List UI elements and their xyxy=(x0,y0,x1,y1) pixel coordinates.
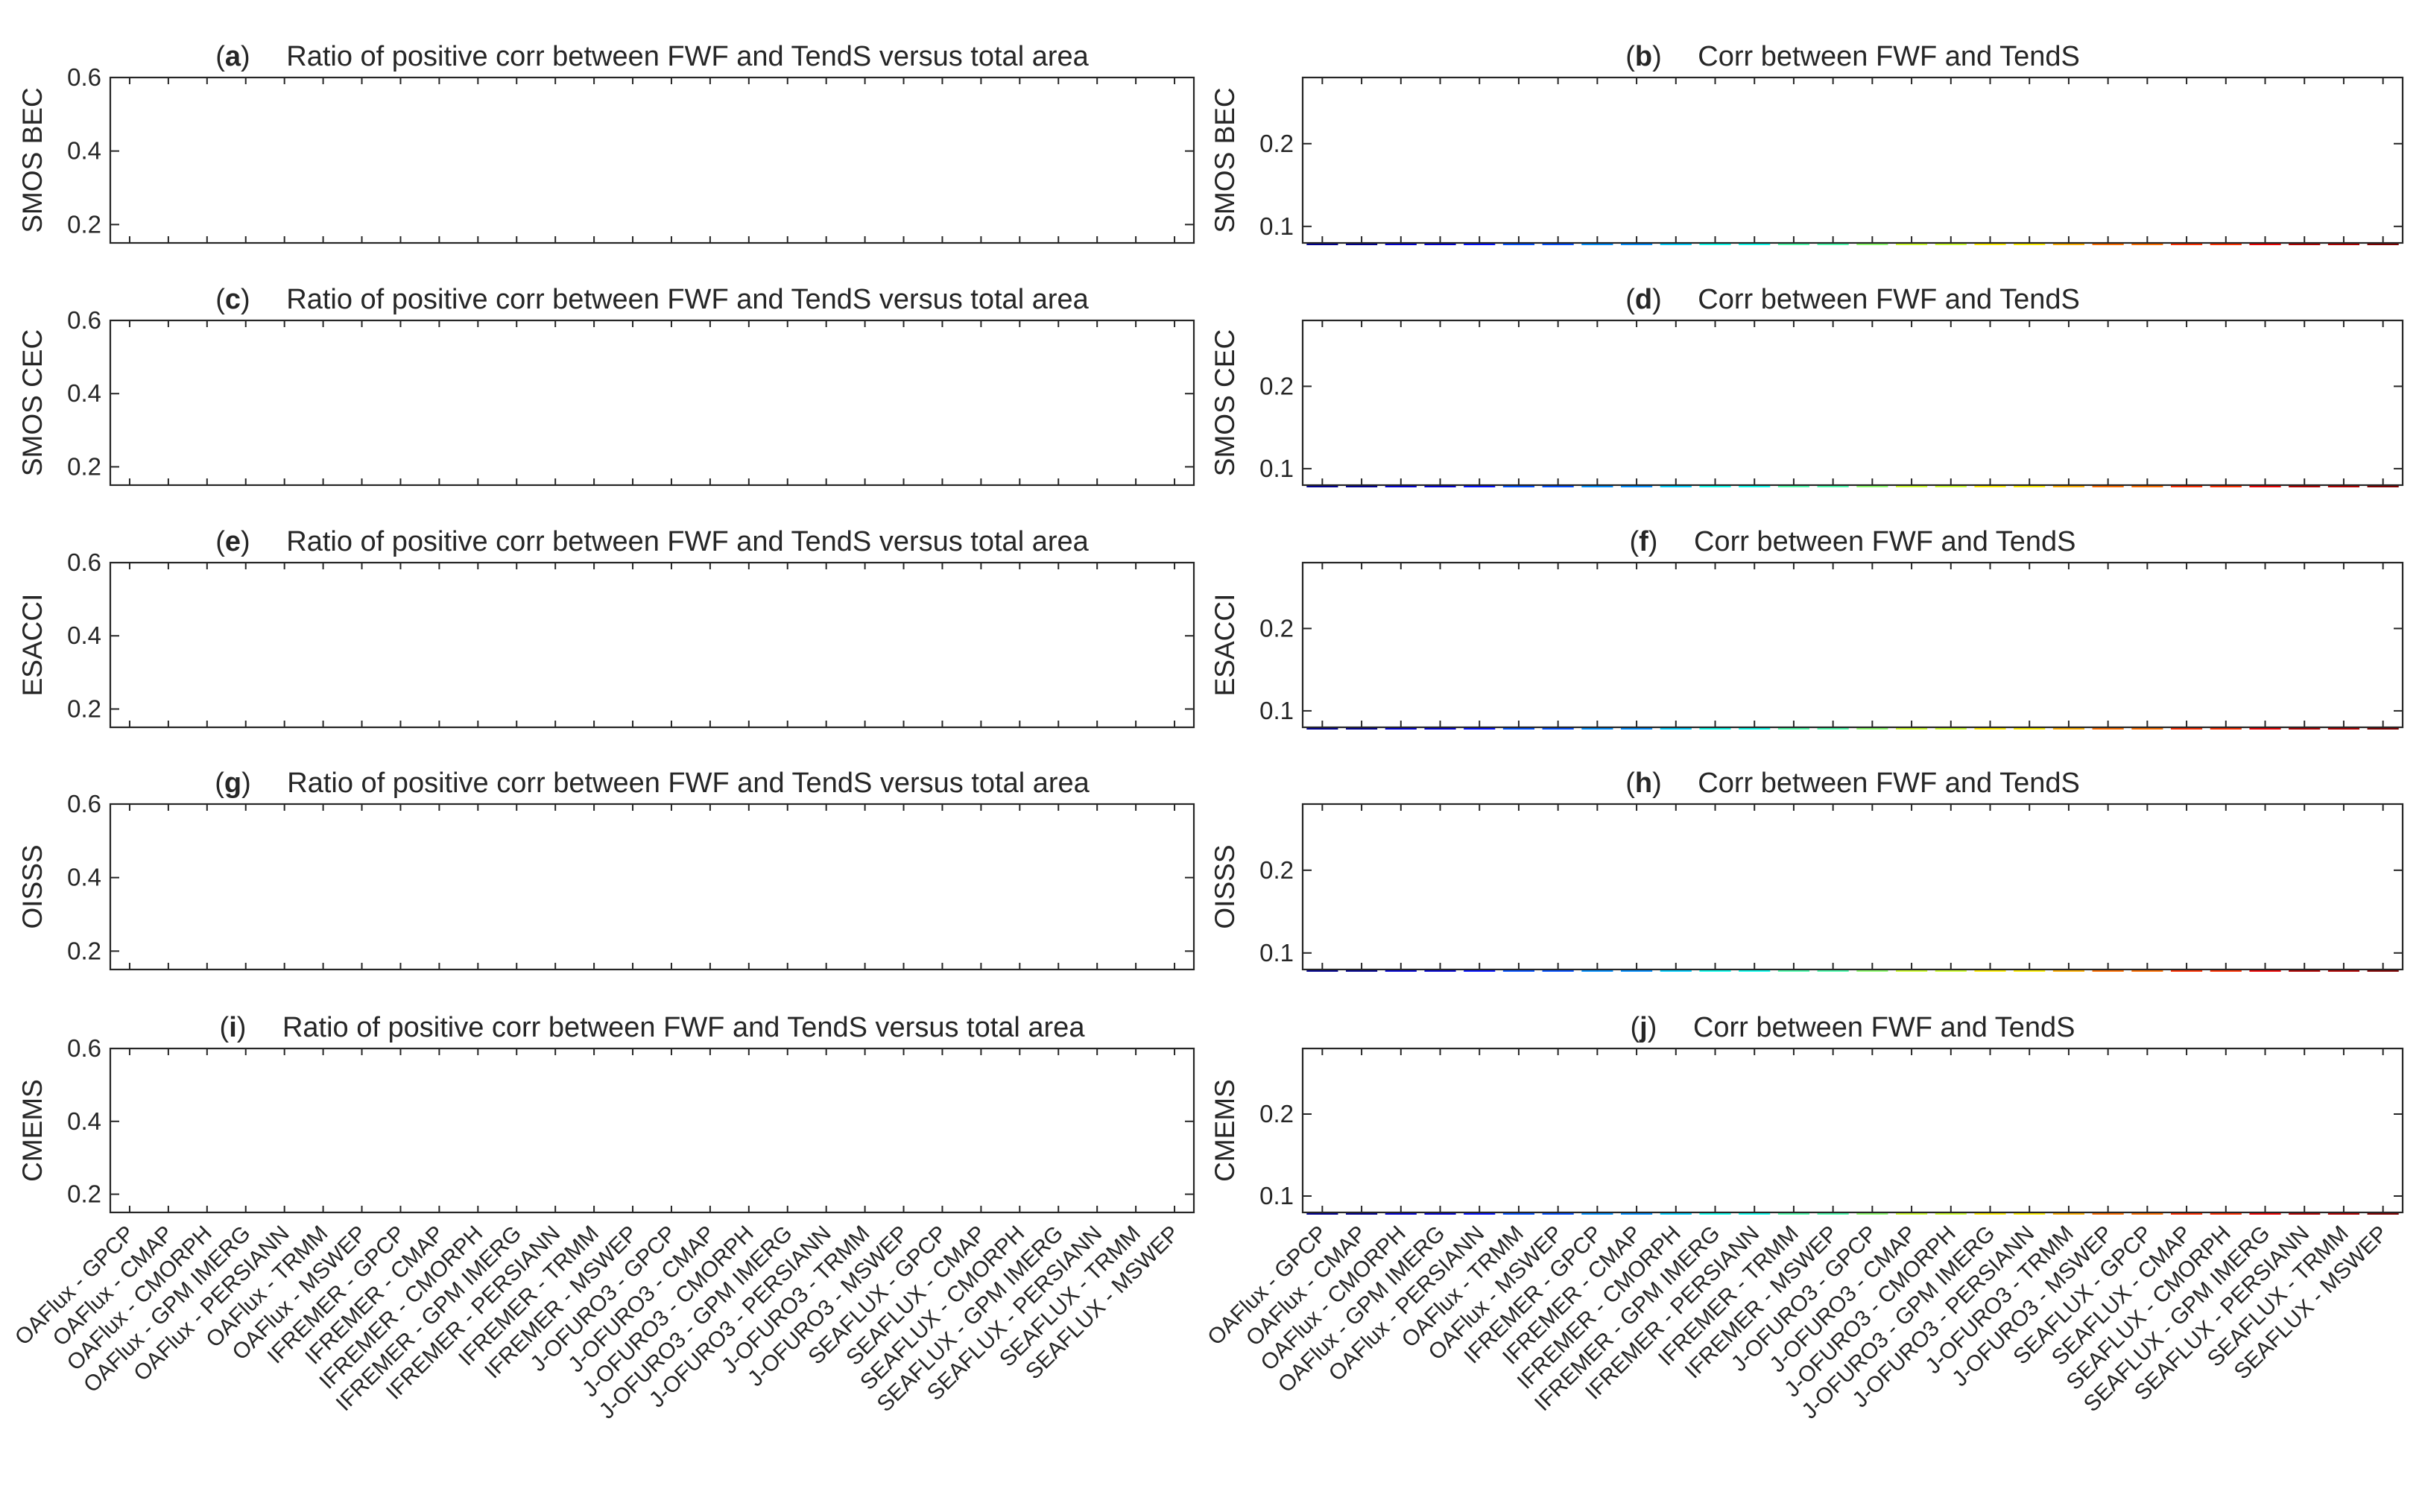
axes-frame xyxy=(1301,76,2404,244)
panel-a: OAFlux - GPCP: 0.256OAFlux - CMAP: 0.296… xyxy=(17,41,1195,244)
axes-frame xyxy=(109,319,1195,487)
y-tick-label: 0.6 xyxy=(67,63,101,91)
y-tick-label: 0.2 xyxy=(67,210,101,238)
y-tick-label: 0.2 xyxy=(67,695,101,722)
y-tick-label: 0.6 xyxy=(67,790,101,817)
y-tick-label: 0.4 xyxy=(67,1107,101,1135)
panel-title: (a) Ratio of positive corr between FWF a… xyxy=(215,41,1089,72)
axes-frame xyxy=(109,803,1195,971)
panel-i: OAFlux - GPCP: 0.482OAFlux - CMAP: 0.53O… xyxy=(10,1012,1195,1424)
y-axis-label: OISSS xyxy=(17,844,48,929)
panel-title: (g) Ratio of positive corr between FWF a… xyxy=(215,768,1090,799)
panel-title: (e) Ratio of positive corr between FWF a… xyxy=(215,526,1089,557)
panel-d: OAFlux - GPCP: 0.137OAFlux - CMAP: 0.151… xyxy=(1210,284,2404,488)
panel-g: OAFlux - GPCP: 0.532OAFlux - CMAP: 0.578… xyxy=(17,768,1195,971)
axes-frame xyxy=(109,76,1195,244)
panel-f: OAFlux - GPCP: 0.2OAFlux - CMAP: 0.212OA… xyxy=(1210,526,2404,730)
axes-frame xyxy=(109,561,1195,729)
axes-frame xyxy=(1301,561,2404,729)
y-axis-label: SMOS CEC xyxy=(17,329,48,476)
y-tick-label: 0.2 xyxy=(67,937,101,964)
y-tick-label: 0.4 xyxy=(67,621,101,649)
panel-e: OAFlux - GPCP: 0.45OAFlux - CMAP: 0.485O… xyxy=(17,526,1195,729)
y-tick-label: 0.6 xyxy=(67,548,101,576)
axes-frame xyxy=(1301,319,2404,487)
panel-title: (i) Ratio of positive corr between FWF a… xyxy=(220,1012,1086,1043)
y-tick-label: 0.1 xyxy=(1259,455,1294,482)
panel-title: (j) Corr between FWF and TendS xyxy=(1631,1012,2075,1043)
y-tick-label: 0.2 xyxy=(1259,1100,1294,1127)
y-tick-label: 0.4 xyxy=(67,864,101,891)
y-tick-label: 0.2 xyxy=(1259,372,1294,399)
y-axis-label: OISSS xyxy=(1210,844,1240,929)
y-axis-label: CMEMS xyxy=(17,1079,48,1182)
y-tick-label: 0.1 xyxy=(1259,1182,1294,1209)
panel-c: OAFlux - GPCP: 0.296OAFlux - CMAP: 0.333… xyxy=(17,284,1195,487)
y-axis-label: CMEMS xyxy=(1210,1079,1240,1182)
axes-frame xyxy=(1301,803,2404,971)
y-axis-label: SMOS BEC xyxy=(1210,87,1240,233)
y-tick-label: 0.1 xyxy=(1259,697,1294,724)
y-tick-label: 0.2 xyxy=(67,452,101,480)
y-axis-label: ESACCI xyxy=(17,594,48,697)
panel-title: (c) Ratio of positive corr between FWF a… xyxy=(215,284,1089,315)
y-tick-label: 0.2 xyxy=(1259,856,1294,884)
y-tick-label: 0.1 xyxy=(1259,939,1294,967)
y-axis-label: SMOS BEC xyxy=(17,87,48,233)
axes-frame xyxy=(109,1047,1195,1214)
panel-b: OAFlux - GPCP: 0.117OAFlux - CMAP: 0.127… xyxy=(1210,41,2404,246)
y-tick-label: 0.6 xyxy=(67,1034,101,1062)
y-tick-label: 0.2 xyxy=(67,1180,101,1208)
panel-title: (d) Corr between FWF and TendS xyxy=(1625,284,2080,315)
y-tick-label: 0.4 xyxy=(67,379,101,407)
y-tick-label: 0.2 xyxy=(1259,130,1294,157)
y-tick-label: 0.2 xyxy=(1259,614,1294,642)
y-axis-label: ESACCI xyxy=(1210,594,1240,697)
panel-h: OAFlux - GPCP: 0.236OAFlux - CMAP: 0.261… xyxy=(1210,768,2404,972)
y-tick-label: 0.6 xyxy=(67,306,101,334)
y-tick-label: 0.1 xyxy=(1259,212,1294,240)
panel-title: (f) Corr between FWF and TendS xyxy=(1629,526,2075,557)
panel-title: (b) Corr between FWF and TendS xyxy=(1625,41,2080,72)
y-tick-label: 0.4 xyxy=(67,137,101,165)
axes-frame xyxy=(1301,1047,2404,1214)
y-axis-label: SMOS CEC xyxy=(1210,329,1240,476)
panel-j: OAFlux - GPCP: 0.219OAFlux - CMAP: 0.245… xyxy=(1203,1012,2404,1424)
panel-title: (h) Corr between FWF and TendS xyxy=(1625,768,2080,799)
